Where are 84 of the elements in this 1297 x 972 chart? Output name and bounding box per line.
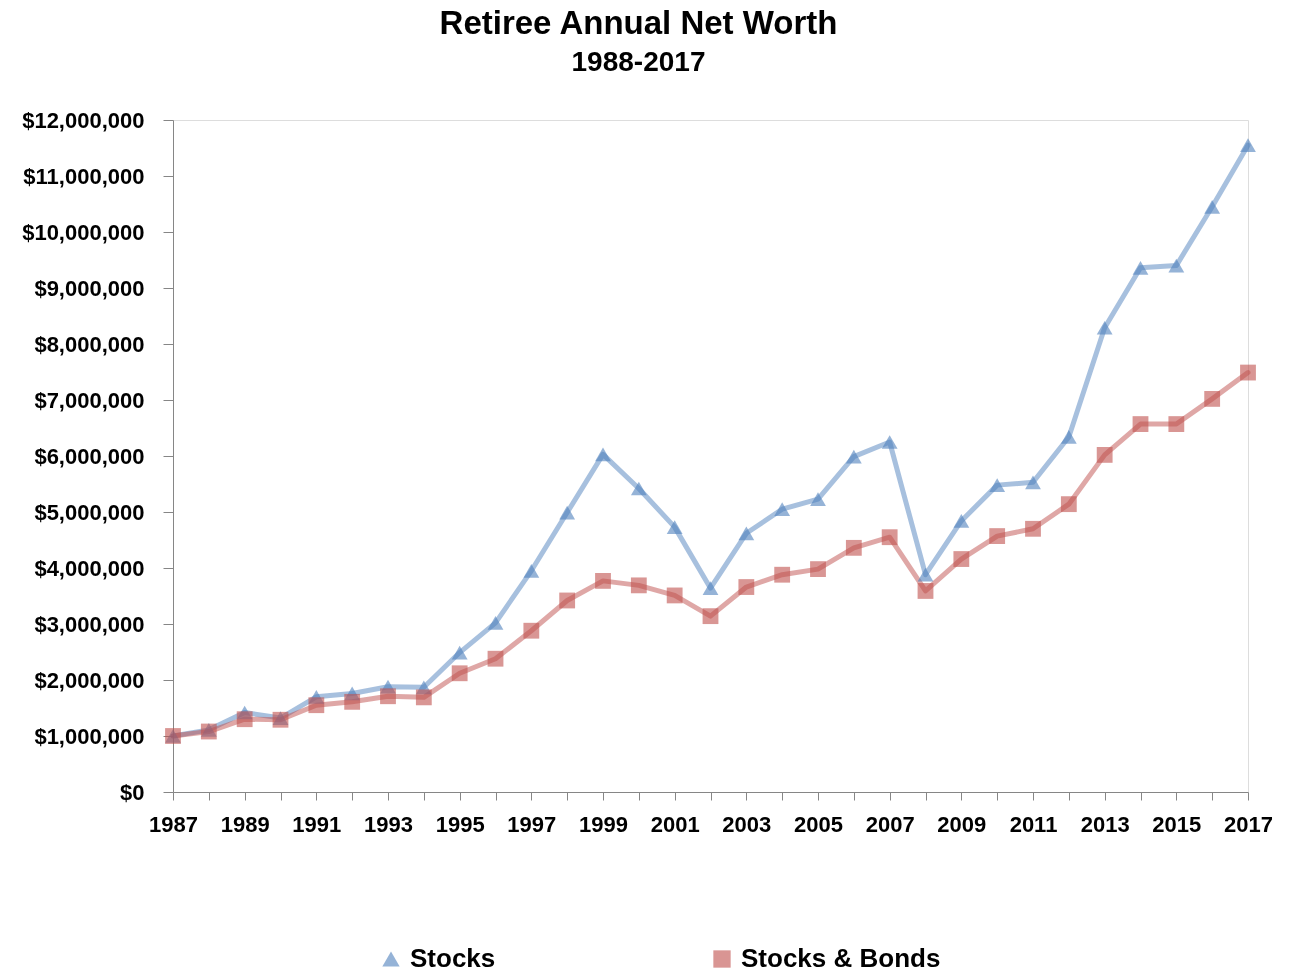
- point: [738, 526, 755, 541]
- x-tick-label: 1997: [507, 811, 557, 837]
- point: [1204, 390, 1221, 407]
- point: [559, 505, 576, 520]
- point: [1168, 416, 1185, 432]
- y-tick-label: $5,000,000: [34, 499, 145, 525]
- x-tick-label: 2015: [1152, 811, 1202, 837]
- point: [487, 616, 504, 630]
- point: [415, 689, 432, 706]
- y-tick-label: $8,000,000: [34, 331, 145, 357]
- point: [702, 608, 719, 625]
- x-tick-label: 2013: [1080, 811, 1130, 837]
- point: [1060, 430, 1077, 444]
- y-tick-label: $7,000,000: [34, 387, 145, 413]
- point: [1132, 260, 1149, 275]
- point: [344, 693, 361, 710]
- x-tick-label: 1991: [292, 811, 342, 837]
- x-tick-label: 2009: [937, 811, 987, 837]
- y-tick-label: $0: [120, 779, 145, 805]
- point: [559, 592, 576, 609]
- x-tick-label: 1999: [579, 811, 628, 837]
- point: [953, 551, 970, 567]
- legend-label: Stocks: [410, 943, 496, 972]
- y-tick-label: $1,000,000: [34, 723, 145, 749]
- y-tick-label: $10,000,000: [22, 219, 145, 245]
- y-tick-label: $11,000,000: [23, 163, 145, 189]
- point: [523, 622, 540, 639]
- point: [380, 688, 396, 705]
- point: [810, 492, 826, 506]
- legend-label: Stocks & Bonds: [741, 943, 941, 972]
- y-tick-label: $6,000,000: [34, 443, 145, 469]
- point: [666, 587, 683, 604]
- point: [523, 563, 540, 578]
- point: [1240, 138, 1256, 153]
- point: [917, 583, 934, 599]
- x-tick-label: 1995: [435, 811, 485, 837]
- chart-title: Retiree Annual Net Worth: [439, 4, 838, 41]
- x-tick-label: 1993: [364, 811, 413, 837]
- point: [810, 561, 826, 578]
- point: [881, 435, 898, 449]
- x-tick-label: 2011: [1009, 811, 1058, 837]
- point: [1204, 199, 1221, 214]
- point: [989, 478, 1006, 492]
- point: [308, 697, 325, 714]
- point: [702, 581, 719, 596]
- point: [1025, 520, 1041, 537]
- point: [774, 502, 791, 517]
- x-tick-label: 2007: [865, 811, 915, 837]
- point: [451, 645, 468, 660]
- point: [845, 449, 862, 464]
- point: [487, 650, 504, 667]
- x-tick-label: 2005: [794, 811, 843, 837]
- point: [630, 481, 647, 496]
- point: [845, 539, 862, 556]
- point: [595, 447, 611, 462]
- x-tick-label: 1989: [220, 811, 270, 837]
- y-tick-label: $9,000,000: [34, 275, 145, 301]
- point: [1168, 258, 1185, 273]
- y-tick-label: $2,000,000: [34, 667, 145, 693]
- point: [666, 520, 683, 534]
- point: [953, 514, 970, 528]
- x-tick-label: 2017: [1224, 811, 1273, 837]
- point: [989, 528, 1006, 544]
- y-tick-label: $4,000,000: [34, 555, 145, 581]
- point: [738, 579, 755, 595]
- point: [1025, 475, 1041, 490]
- point: [1132, 416, 1149, 432]
- y-tick-label: $3,000,000: [34, 611, 145, 637]
- point: [881, 529, 898, 546]
- point: [630, 577, 647, 594]
- point: [1096, 320, 1113, 335]
- x-tick-label: 2003: [722, 811, 772, 837]
- x-tick-label: 1987: [149, 811, 198, 837]
- point: [917, 567, 934, 582]
- point: [236, 711, 253, 728]
- point: [774, 566, 791, 583]
- chart-subtitle: 1988-2017: [571, 46, 706, 77]
- point: [1240, 364, 1256, 381]
- point: [1096, 446, 1113, 463]
- point: [1060, 496, 1077, 513]
- point: [451, 665, 468, 682]
- y-tick-label: $12,000,000: [22, 107, 145, 133]
- x-tick-label: 2001: [650, 811, 700, 837]
- point: [595, 572, 611, 589]
